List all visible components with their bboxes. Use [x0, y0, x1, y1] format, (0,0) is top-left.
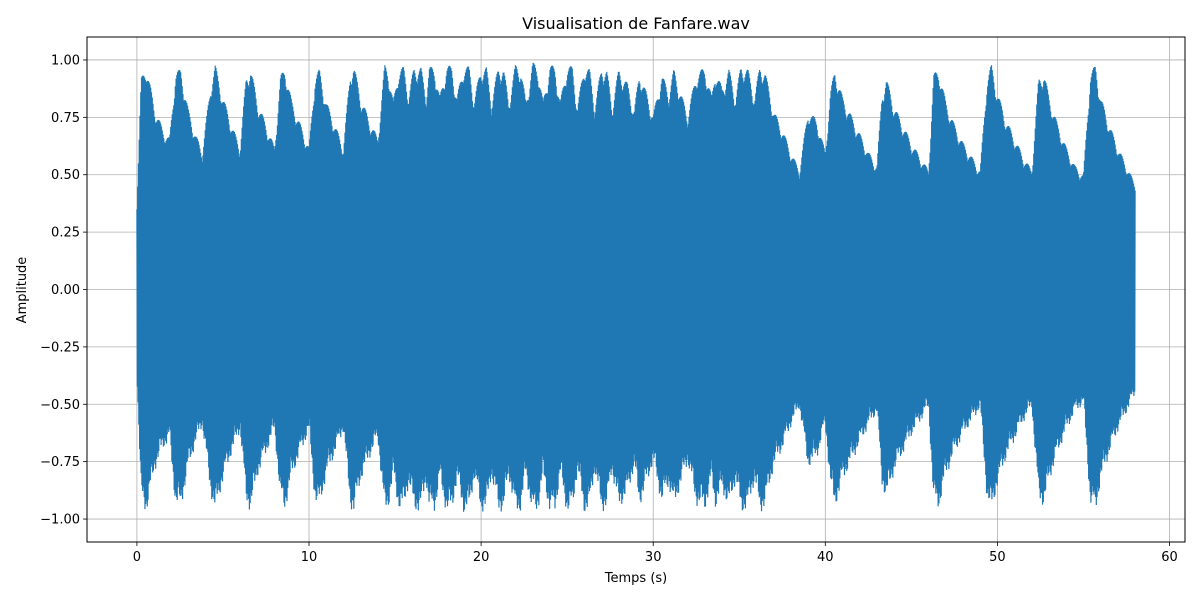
y-tick-label: 0.25 [51, 226, 80, 241]
y-tick-label: −0.75 [40, 455, 80, 470]
y-tick-label: −1.00 [40, 513, 80, 528]
x-tick-label: 50 [989, 550, 1006, 565]
chart-title: Visualisation de Fanfare.wav [522, 14, 750, 33]
waveform-series [136, 62, 1136, 512]
x-axis-label: Temps (s) [604, 571, 667, 586]
x-tick-label: 60 [1161, 550, 1178, 565]
y-tick-label: 0.50 [51, 168, 80, 183]
y-tick-label: 1.00 [51, 53, 80, 68]
y-axis-label: Amplitude [15, 257, 30, 324]
x-tick-label: 20 [473, 550, 490, 565]
y-tick-label: 0.00 [51, 283, 80, 298]
x-tick-label: 0 [133, 550, 141, 565]
x-tick-label: 10 [301, 550, 318, 565]
x-tick-label: 40 [817, 550, 834, 565]
y-tick-label: −0.25 [40, 340, 80, 355]
y-tick-label: 0.75 [51, 111, 80, 126]
waveform-core-band [136, 164, 1136, 415]
y-tick-label: −0.50 [40, 398, 80, 413]
axis-ticks: 0 10 20 30 40 50 60 1.00 0.75 0.50 0.25 0.00 −0.25 −0… [40, 53, 1178, 565]
x-tick-label: 30 [645, 550, 662, 565]
